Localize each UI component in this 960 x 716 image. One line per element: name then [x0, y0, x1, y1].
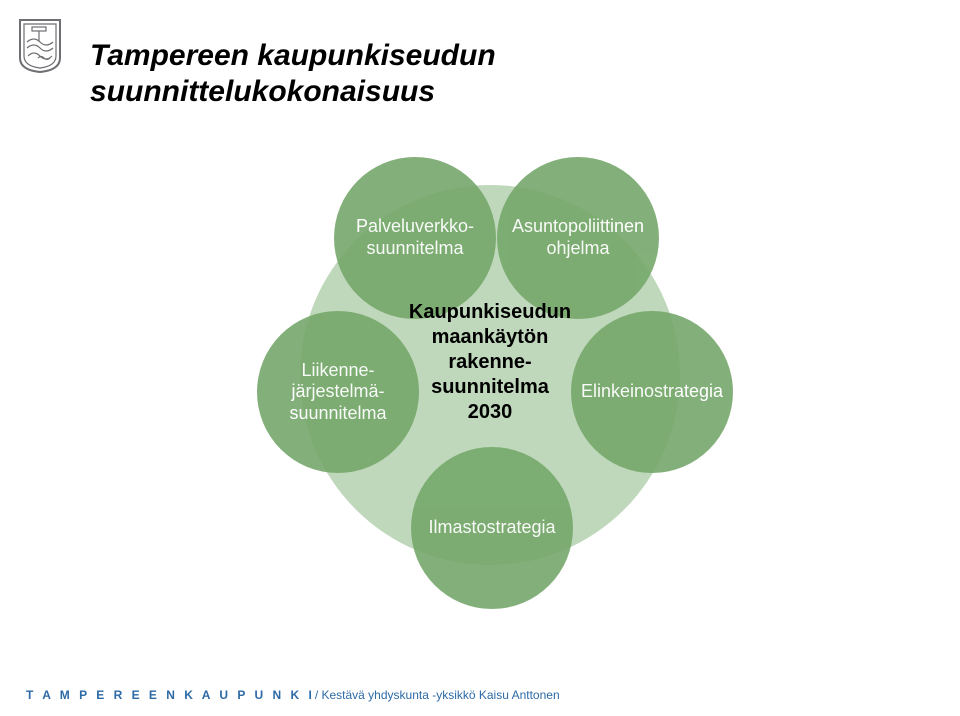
footer: T A M P E R E E N K A U P U N K I/ Kestä…	[26, 688, 560, 702]
footer-rest: / Kestävä yhdyskunta -yksikkö Kaisu Antt…	[315, 688, 560, 702]
circle-label-ilmasto: Ilmastostrategia	[428, 517, 555, 539]
page-title: Tampereen kaupunkiseudun suunnittelukoko…	[90, 38, 496, 110]
slide: Tampereen kaupunkiseudun suunnittelukoko…	[0, 0, 960, 716]
circle-label-palvelu: Palveluverkko- suunnitelma	[356, 216, 474, 259]
title-text: Tampereen kaupunkiseudun suunnittelukoko…	[90, 39, 496, 108]
venn-diagram: Palveluverkko- suunnitelma Asuntopoliitti…	[190, 150, 790, 620]
footer-org: T A M P E R E E N K A U P U N K I	[26, 688, 315, 702]
circle-palvelu: Palveluverkko- suunnitelma	[334, 157, 496, 319]
center-label: Kaupunkiseudun maankäytön rakenne- suunn…	[370, 300, 610, 425]
tampere-logo	[18, 18, 62, 74]
circle-label-asunto: Asuntopoliittinen ohjelma	[512, 216, 644, 259]
circle-asunto: Asuntopoliittinen ohjelma	[497, 157, 659, 319]
circle-ilmasto: Ilmastostrategia	[411, 447, 573, 609]
